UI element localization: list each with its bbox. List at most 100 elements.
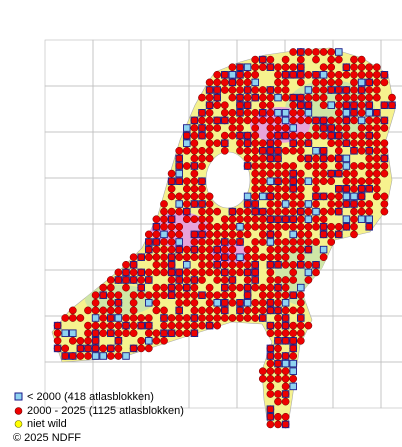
record-dot: [319, 93, 328, 102]
old-record: [107, 314, 115, 322]
record-dot: [205, 230, 214, 239]
record-dot: [106, 321, 115, 330]
record-dot: [152, 238, 161, 246]
old-record: [335, 169, 343, 178]
record-dot: [251, 192, 260, 201]
record-dot: [319, 177, 328, 186]
record-dot: [281, 283, 290, 292]
old-record: [76, 344, 85, 353]
record-dot: [228, 260, 237, 269]
record-dot: [281, 412, 290, 421]
record-dot: [274, 283, 282, 292]
old-record: [198, 177, 206, 185]
record-dot: [205, 86, 214, 94]
record-dot: [296, 139, 305, 148]
record-dot: [53, 321, 62, 330]
record-dot: [304, 238, 313, 246]
old-record: [167, 261, 176, 269]
record-dot: [274, 367, 282, 376]
record-dot: [61, 314, 70, 322]
legend-dot: [14, 420, 23, 428]
record-dot: [334, 207, 343, 216]
old-record: [122, 268, 130, 277]
old-record: [236, 101, 244, 109]
record-dot: [312, 48, 320, 56]
record-dot: [312, 215, 320, 224]
record-dot: [266, 390, 275, 398]
record-dot: [220, 238, 229, 246]
record-dot: [312, 55, 320, 64]
record-dot: [296, 253, 305, 262]
record-dot: [198, 116, 206, 125]
record-dot: [213, 321, 222, 330]
record-dot: [220, 131, 229, 140]
record-dot: [365, 124, 374, 132]
record-dot: [182, 245, 191, 254]
record-dot: [372, 63, 381, 72]
record-dot: [319, 78, 328, 87]
old-record: [342, 162, 351, 170]
old-record: [289, 359, 297, 368]
record-dot: [266, 412, 275, 421]
record-dot: [357, 55, 366, 64]
old-record: [221, 238, 229, 246]
record-dot: [380, 200, 389, 208]
record-dot: [243, 222, 252, 231]
old-record: [304, 245, 313, 254]
record-dot: [243, 93, 252, 102]
record-dot: [213, 116, 222, 125]
record-dot: [175, 314, 184, 322]
record-dot: [296, 154, 305, 163]
old-record: [259, 192, 267, 201]
record-dot: [266, 124, 275, 132]
record-dot: [319, 207, 328, 216]
record-dot: [251, 55, 260, 64]
record-dot: [175, 276, 184, 284]
record-dot: [274, 253, 282, 262]
record-dot: [182, 321, 191, 330]
old-record: [259, 314, 267, 322]
record-dot: [129, 344, 138, 353]
record-dot: [342, 169, 351, 178]
grid-cell: [92, 85, 142, 133]
old-record: [281, 200, 290, 208]
old-record: [61, 329, 69, 337]
record-dot: [365, 116, 374, 125]
record-dot: [327, 86, 336, 94]
old-record: [167, 329, 176, 337]
record-dot: [144, 314, 153, 322]
copyright: © 2025 NDFF: [13, 432, 81, 444]
record-dot: [144, 253, 153, 262]
old-record: [266, 177, 275, 185]
record-dot: [243, 86, 252, 94]
record-dot: [266, 230, 275, 239]
record-dot: [258, 101, 267, 110]
record-dot: [205, 93, 214, 102]
record-dot: [152, 291, 161, 300]
old-record: [388, 101, 396, 109]
record-dot: [228, 207, 237, 216]
record-dot: [327, 139, 336, 148]
record-dot: [251, 146, 260, 155]
record-dot: [243, 268, 252, 277]
record-dot: [312, 93, 320, 102]
record-dot: [372, 78, 381, 87]
record-dot: [334, 184, 343, 193]
record-dot: [266, 321, 275, 330]
old-record: [145, 245, 153, 254]
old-record: [274, 147, 282, 155]
record-dot: [198, 291, 206, 300]
record-dot: [205, 291, 214, 300]
record-dot: [350, 200, 358, 208]
record-dot: [167, 177, 176, 186]
record-dot: [137, 276, 146, 284]
old-record: [342, 139, 351, 147]
record-dot: [342, 222, 351, 231]
old-record: [137, 321, 145, 330]
record-dot: [350, 101, 358, 110]
record-dot: [342, 101, 351, 110]
record-dot: [228, 86, 237, 94]
record-dot: [91, 329, 100, 338]
record-dot: [266, 200, 275, 208]
record-dot: [190, 306, 199, 315]
